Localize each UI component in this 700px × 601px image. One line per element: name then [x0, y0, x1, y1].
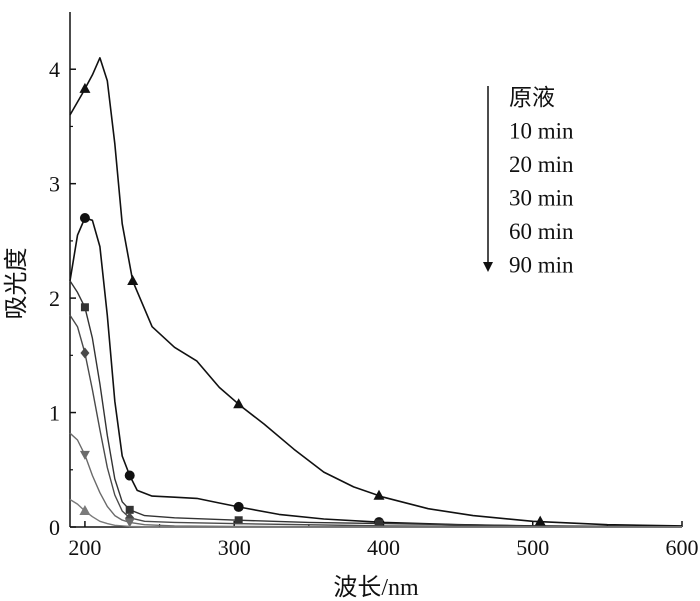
- series-line: [69, 314, 683, 528]
- series-4: [69, 432, 682, 528]
- data-point-marker: [125, 505, 134, 514]
- series-2: [69, 280, 683, 528]
- data-point-marker: [124, 470, 135, 481]
- legend-arrow-down-icon: [483, 262, 493, 272]
- data-point-marker: [374, 519, 383, 528]
- plot-series: [69, 57, 683, 528]
- legend-entry: 10 min: [509, 119, 574, 144]
- series-line: [69, 432, 682, 528]
- legend-entry: 原液: [509, 85, 555, 110]
- y-tick-label: 1: [49, 401, 60, 426]
- data-point-marker: [233, 501, 244, 512]
- y-tick-label: 0: [49, 515, 60, 540]
- series-line: [69, 280, 683, 528]
- y-tick-label: 3: [49, 172, 60, 197]
- legend-entry: 60 min: [509, 219, 574, 244]
- y-tick-label: 2: [49, 286, 60, 311]
- data-point-marker: [124, 518, 135, 528]
- x-axis-title: 波长/nm: [333, 574, 419, 601]
- data-point-marker: [79, 82, 91, 93]
- data-point-marker: [79, 450, 90, 460]
- data-point-marker: [127, 274, 139, 285]
- legend-entry: 30 min: [509, 186, 574, 211]
- x-tick-label: 200: [68, 535, 101, 560]
- x-tick-label: 600: [666, 535, 699, 560]
- x-tick-label: 400: [367, 535, 400, 560]
- data-point-marker: [233, 398, 245, 409]
- data-point-marker: [80, 347, 90, 359]
- x-tick-label: 500: [516, 535, 549, 560]
- series-0: [69, 57, 683, 527]
- y-axis-title: 吸光度: [3, 248, 30, 320]
- series-line: [69, 498, 682, 528]
- legend: 原液 10 min 20 min 30 min 60 min 90 min: [483, 85, 574, 278]
- series-line: [69, 217, 683, 528]
- data-point-marker: [373, 489, 385, 500]
- data-point-marker: [234, 516, 243, 525]
- data-point-marker: [80, 303, 89, 312]
- axes: 0 1 2 3 4 200 300 400 500 600 波长/nm 吸光度: [3, 12, 699, 601]
- series-5: [69, 498, 682, 528]
- y-tick-label: 4: [49, 57, 60, 82]
- series-1: [69, 213, 683, 528]
- data-point-marker: [79, 213, 90, 223]
- series-line: [69, 57, 683, 527]
- data-point-marker: [79, 504, 91, 515]
- legend-entry: 90 min: [509, 253, 574, 278]
- data-point-marker: [534, 515, 546, 526]
- x-tick-label: 300: [218, 535, 251, 560]
- legend-entry: 20 min: [509, 152, 574, 177]
